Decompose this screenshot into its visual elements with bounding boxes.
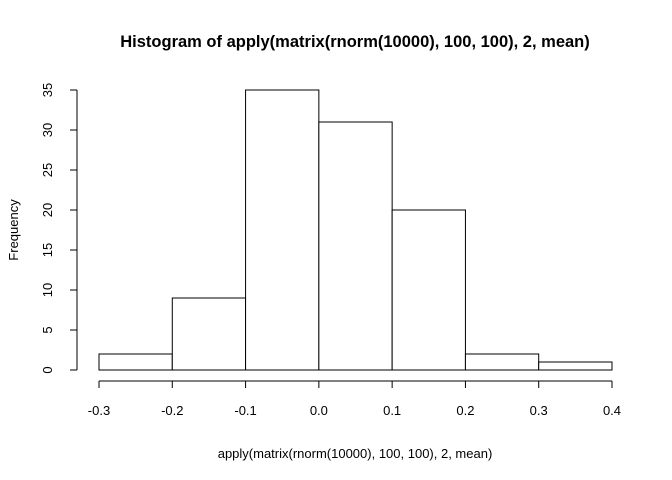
x-tick-label: 0.0 xyxy=(310,403,328,418)
histogram-bar-6 xyxy=(538,361,613,371)
y-tick-label: 5 xyxy=(40,326,55,333)
x-tick-label: -0.3 xyxy=(88,403,110,418)
x-tick-label: 0.4 xyxy=(603,403,621,418)
histogram-bar-0 xyxy=(98,353,173,371)
y-tick-label: 30 xyxy=(40,123,55,137)
x-tick-label: -0.2 xyxy=(161,403,183,418)
y-tick-label: 20 xyxy=(40,203,55,217)
x-tick-label: 0.1 xyxy=(383,403,401,418)
y-tick-label: 15 xyxy=(40,243,55,257)
histogram-bar-2 xyxy=(245,89,320,371)
histogram-bars xyxy=(98,89,613,371)
chart-title: Histogram of apply(matrix(rnorm(10000), … xyxy=(120,33,590,51)
y-axis: 0 5 10 15 20 25 30 35 xyxy=(40,83,78,374)
histogram-bar-4 xyxy=(391,209,466,371)
y-tick-label: 10 xyxy=(40,283,55,297)
x-tick-label: 0.2 xyxy=(456,403,474,418)
y-tick-label: 35 xyxy=(40,83,55,97)
y-axis-label: Frequency xyxy=(6,199,21,261)
x-axis: -0.3 -0.2 -0.1 0.0 0.1 0.2 0.3 0.4 xyxy=(88,380,621,418)
histogram-bar-3 xyxy=(318,121,393,371)
y-tick-label: 25 xyxy=(40,163,55,177)
x-tick-label: 0.3 xyxy=(530,403,548,418)
x-axis-label: apply(matrix(rnorm(10000), 100, 100), 2,… xyxy=(218,446,493,461)
y-tick-label: 0 xyxy=(40,366,55,373)
x-tick-label: -0.1 xyxy=(234,403,256,418)
histogram-bar-5 xyxy=(464,353,540,371)
histogram-bar-1 xyxy=(171,297,247,371)
